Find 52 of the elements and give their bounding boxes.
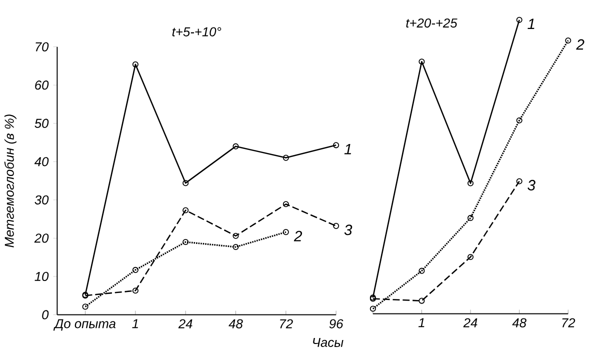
series-label: 3 — [528, 180, 536, 191]
x-tick-label: 72 — [280, 319, 293, 328]
x-tick-label: 1 — [132, 319, 138, 328]
point — [282, 155, 289, 162]
x-tick-label: 48 — [512, 318, 526, 328]
y-tick-label: 0 — [42, 310, 49, 320]
y-tick-label: 30 — [34, 196, 49, 205]
point — [418, 268, 425, 274]
point — [467, 215, 474, 222]
series-label: 2 — [576, 39, 584, 50]
series-label: 1 — [528, 19, 534, 30]
point — [282, 229, 289, 236]
y-tick-label: 40 — [34, 157, 49, 166]
x-tick-label: 96 — [329, 319, 344, 329]
x-tick-label: 24 — [463, 318, 478, 328]
series-label: 3 — [344, 224, 352, 236]
y-tick-label: 20 — [34, 234, 49, 243]
point — [182, 239, 189, 246]
point — [232, 144, 239, 150]
point — [467, 180, 474, 187]
point — [282, 201, 289, 208]
y-tick-label: 70 — [36, 42, 49, 52]
series-label: 2 — [294, 231, 302, 242]
point — [82, 304, 88, 310]
x-tick-label: 24 — [178, 319, 192, 328]
x-tick-label: 48 — [228, 319, 243, 329]
point — [565, 38, 572, 44]
point — [516, 178, 522, 184]
chart-title: t+5-+10° — [172, 27, 222, 37]
chart-title: t+20-+25 — [406, 18, 458, 28]
point — [370, 306, 376, 312]
point — [132, 267, 138, 274]
point — [132, 288, 138, 294]
point — [232, 233, 239, 240]
point — [418, 58, 425, 65]
x-tick-label: 1 — [418, 318, 424, 328]
point — [467, 254, 474, 260]
point — [418, 298, 425, 304]
point — [182, 207, 189, 214]
point — [232, 244, 239, 250]
point — [182, 180, 189, 186]
y-axis-title: Метгемоглобин (в %) — [4, 114, 16, 248]
y-tick-label: 50 — [34, 119, 49, 128]
y-tick-label: 60 — [35, 80, 49, 90]
y-tick-label: 10 — [34, 272, 49, 282]
x-axis-title: Часы — [313, 338, 344, 348]
x-tick-label: До опыта — [53, 319, 116, 331]
point — [333, 223, 340, 230]
point — [132, 62, 138, 68]
series-label: 1 — [344, 144, 352, 155]
x-tick-label: 72 — [562, 318, 576, 328]
point — [516, 118, 522, 124]
